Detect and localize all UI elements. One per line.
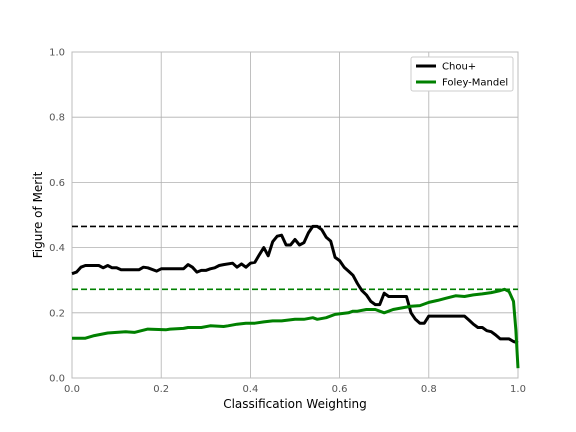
x-tick-label: 1.0 — [510, 384, 526, 395]
legend-label-chou: Chou+ — [442, 62, 476, 73]
y-tick-label: 0.0 — [49, 374, 65, 385]
y-tick-label: 0.2 — [49, 308, 65, 319]
legend-label-foley-mandel: Foley-Mandel — [442, 78, 508, 89]
x-axis-label: Classification Weighting — [223, 397, 367, 411]
y-tick-label: 0.6 — [49, 178, 65, 189]
y-axis-label: Figure of Merit — [31, 171, 45, 258]
x-tick-label: 0.6 — [332, 384, 348, 395]
x-tick-label: 0.4 — [242, 384, 258, 395]
y-tick-label: 0.4 — [49, 243, 65, 254]
y-tick-label: 0.8 — [49, 113, 65, 124]
x-tick-label: 0.0 — [64, 384, 80, 395]
legend: Chou+ Foley-Mandel — [411, 57, 513, 91]
x-tick-label: 0.8 — [421, 384, 437, 395]
x-tick-label: 0.2 — [153, 384, 169, 395]
y-tick-label: 1.0 — [49, 48, 65, 59]
